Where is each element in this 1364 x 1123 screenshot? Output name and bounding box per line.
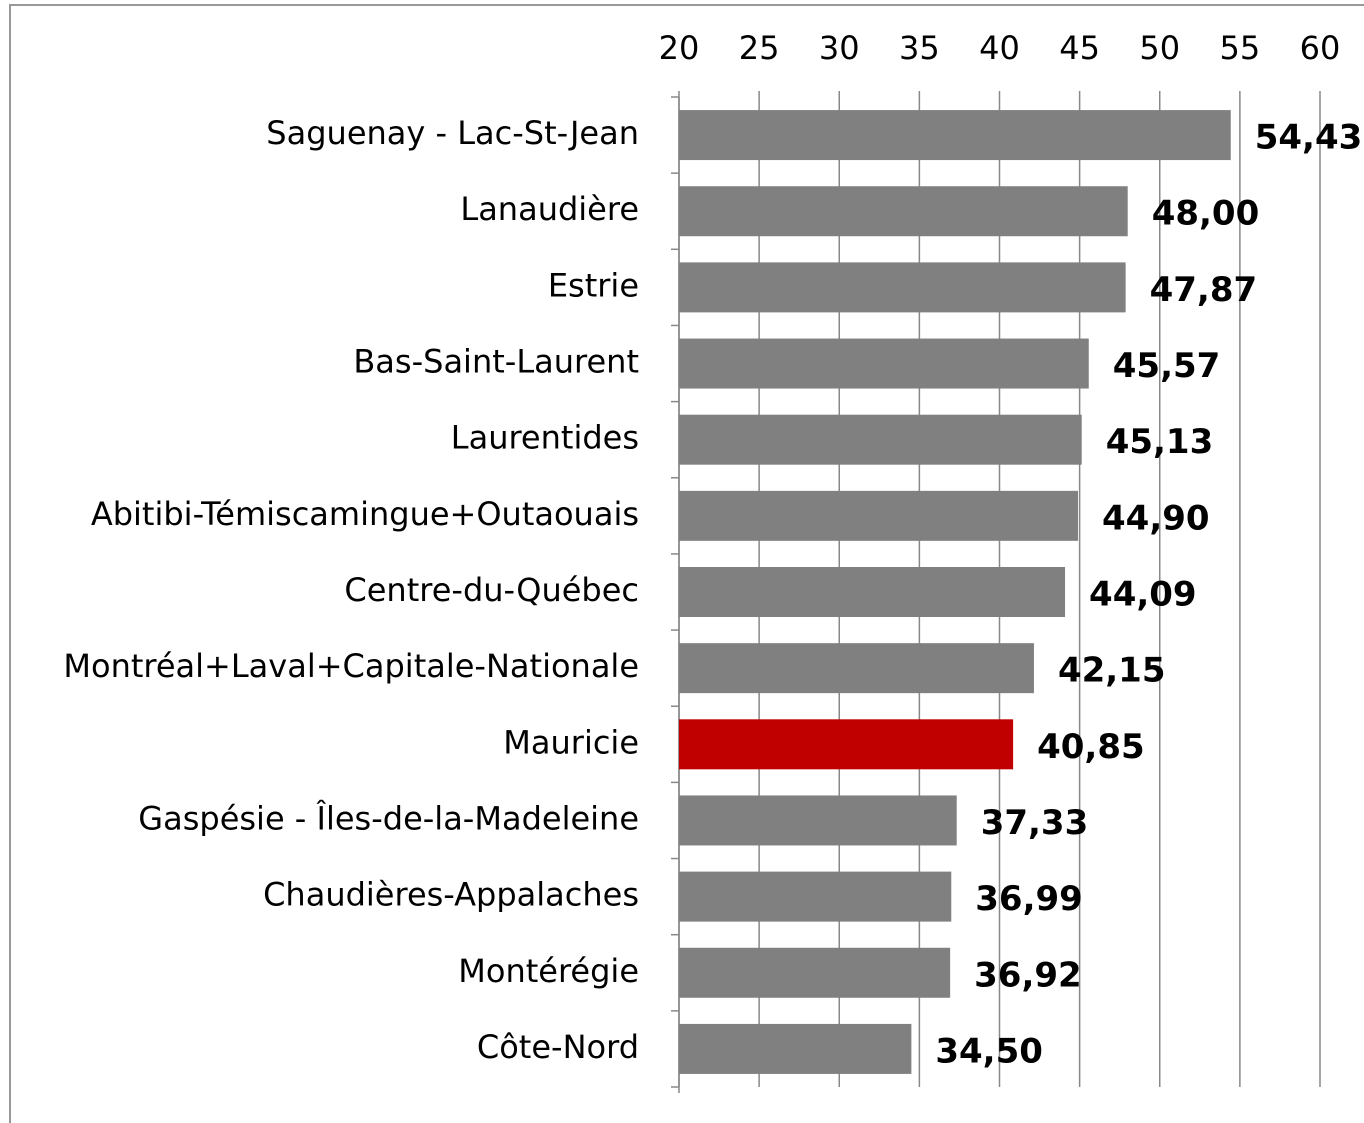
y-tick-label: Montérégie	[458, 952, 639, 990]
value-label: 45,57	[1113, 346, 1221, 386]
value-label: 44,90	[1102, 498, 1210, 538]
value-label: 34,50	[935, 1031, 1043, 1071]
chart-frame	[9, 4, 1364, 1123]
y-tick-label: Laurentides	[451, 419, 639, 457]
bar	[679, 1023, 912, 1074]
bar	[679, 490, 1079, 541]
bar	[679, 643, 1034, 694]
bar	[679, 262, 1126, 313]
value-label: 36,99	[975, 879, 1083, 919]
x-tick-label: 30	[819, 29, 860, 67]
bar	[679, 871, 952, 922]
value-label: 36,92	[974, 955, 1082, 995]
y-tick-label: Lanaudière	[460, 190, 639, 228]
value-label: 42,15	[1058, 651, 1166, 691]
bar	[679, 795, 957, 846]
y-tick-label: Côte-Nord	[477, 1028, 639, 1066]
value-label: 45,13	[1106, 422, 1214, 462]
bar	[679, 719, 1014, 770]
value-label: 47,87	[1150, 270, 1258, 310]
bar	[679, 414, 1082, 465]
bar	[679, 110, 1231, 161]
y-tick-label: Gaspésie - Îles-de-la-Madeleine	[138, 799, 639, 837]
value-label: 54,43	[1255, 118, 1363, 158]
y-tick-label: Mauricie	[503, 723, 639, 761]
value-label: 40,85	[1037, 727, 1145, 767]
y-tick-label: Bas-Saint-Laurent	[353, 343, 639, 381]
x-tick-label: 55	[1220, 29, 1261, 67]
y-tick-label: Montréal+Laval+Capitale-Nationale	[63, 647, 639, 685]
y-tick-label: Estrie	[548, 266, 639, 304]
value-label: 37,33	[981, 803, 1089, 843]
x-tick-label: 40	[979, 29, 1020, 67]
bar	[679, 947, 951, 998]
bar	[679, 567, 1066, 617]
x-tick-label: 35	[899, 29, 940, 67]
x-tick-label: 25	[739, 29, 780, 67]
y-tick-label: Saguenay - Lac-St-Jean	[266, 114, 639, 152]
y-tick-label: Chaudières-Appalaches	[263, 876, 639, 914]
x-tick-label: 50	[1139, 29, 1180, 67]
y-tick-label: Abitibi-Témiscamingue+Outaouais	[91, 495, 639, 533]
bar	[679, 338, 1089, 389]
value-label: 44,09	[1089, 575, 1197, 615]
x-tick-label: 20	[659, 29, 700, 67]
x-tick-label: 60	[1300, 29, 1341, 67]
bar	[679, 186, 1128, 237]
x-tick-label: 45	[1059, 29, 1100, 67]
value-label: 48,00	[1152, 194, 1260, 234]
y-tick-label: Centre-du-Québec	[344, 571, 639, 609]
